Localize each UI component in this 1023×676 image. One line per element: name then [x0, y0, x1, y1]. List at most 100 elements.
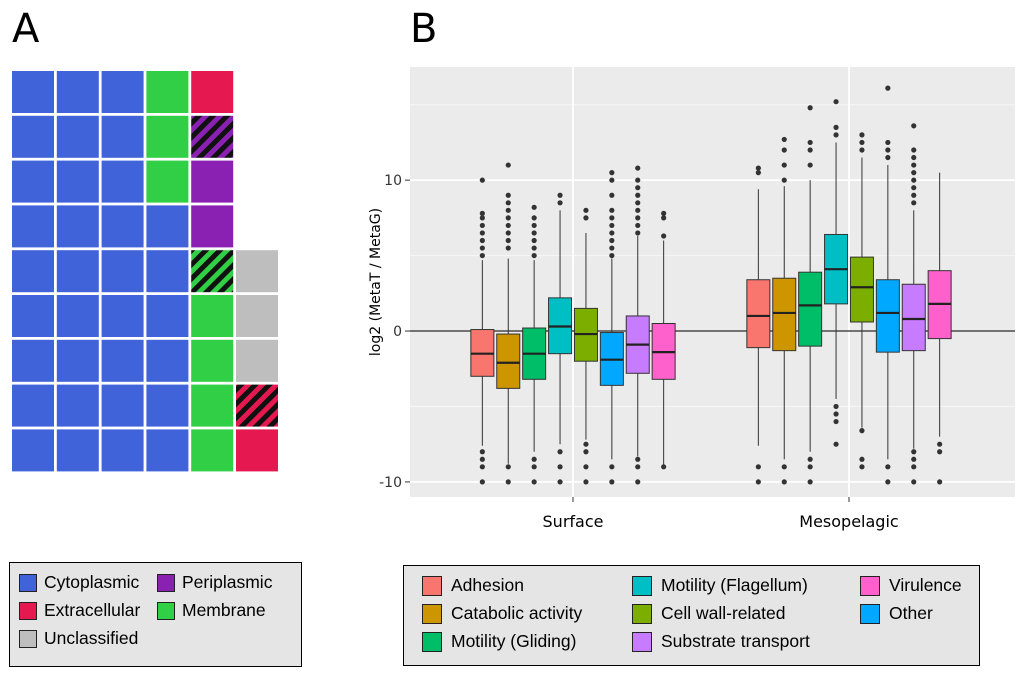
legend-item-substrate_transport: Substrate transport	[632, 631, 810, 652]
outlier-point	[479, 237, 485, 244]
outlier-point	[479, 456, 485, 462]
outlier-point	[911, 154, 917, 161]
x-tick-label: Surface	[543, 512, 604, 531]
outlier-point	[531, 464, 537, 470]
outlier-point	[609, 464, 615, 470]
waffle-cell-cytoplasmic	[12, 384, 54, 427]
outlier-point	[635, 192, 641, 198]
legend-swatch	[632, 631, 652, 652]
outlier-point	[479, 449, 485, 455]
legend-swatch	[19, 573, 37, 592]
outlier-point	[609, 207, 615, 213]
outlier-point	[505, 200, 511, 206]
outlier-point	[505, 245, 511, 251]
legend-swatch	[19, 629, 37, 648]
waffle-cell-cytoplasmic	[56, 250, 99, 293]
outlier-point	[807, 456, 813, 462]
legend-swatch	[860, 575, 880, 596]
waffle-cell-cytoplasmic	[146, 339, 189, 382]
outlier-point	[635, 456, 641, 462]
outlier-point	[859, 132, 865, 138]
outlier-point	[807, 139, 813, 146]
outlier-point	[505, 162, 511, 168]
waffle-cell-cytoplasmic	[56, 205, 99, 248]
outlier-point	[885, 85, 891, 91]
legend-item-other: Other	[860, 603, 933, 624]
outlier-point	[937, 479, 943, 485]
legend-label: Other	[889, 603, 933, 623]
legend-function: Adhesion Catabolic activity Motility (Glid…	[403, 565, 980, 666]
legend-label: Substrate transport	[661, 631, 810, 651]
outlier-point	[807, 479, 813, 485]
outlier-point	[505, 479, 511, 485]
outlier-point	[781, 177, 787, 183]
outlier-point	[531, 230, 537, 236]
waffle-cell-cytoplasmic	[101, 115, 144, 158]
outlier-point	[833, 99, 839, 105]
outlier-point	[937, 441, 943, 447]
legend-label: Motility (Flagellum)	[661, 575, 808, 595]
outlier-point	[885, 479, 891, 485]
outlier-point	[635, 222, 641, 229]
waffle-cell-cytoplasmic	[101, 339, 144, 382]
outlier-point	[911, 456, 917, 462]
outlier-point	[911, 185, 917, 191]
waffle-cell-cytoplasmic	[56, 429, 99, 472]
outlier-point	[911, 147, 917, 153]
legend-swatch	[157, 601, 175, 620]
waffle-cell-extracellular-striped-cytoplasmic	[236, 384, 278, 427]
outlier-point	[885, 139, 891, 146]
outlier-point	[635, 464, 641, 470]
waffle-cell-extracellular	[191, 71, 234, 113]
outlier-point	[661, 210, 667, 216]
outlier-point	[807, 105, 813, 111]
outlier-point	[911, 192, 917, 198]
waffle-cell-cytoplasmic	[101, 205, 144, 248]
outlier-point	[505, 237, 511, 244]
legend-item-extracellular: Extracellular	[19, 600, 140, 621]
legend-label: Membrane	[182, 600, 266, 620]
box	[496, 333, 521, 389]
outlier-point	[557, 449, 563, 455]
outlier-point	[609, 170, 615, 176]
outlier-point	[781, 464, 787, 470]
legend-label: Cytoplasmic	[44, 572, 140, 592]
panel-label-b: B	[410, 6, 438, 52]
waffle-cell-cytoplasmic	[101, 384, 144, 427]
outlier-point	[557, 464, 563, 470]
waffle-cell-cytoplasmic	[56, 160, 99, 203]
legend-item-periplasmic: Periplasmic	[157, 572, 272, 593]
outlier-point	[479, 230, 485, 236]
outlier-point	[505, 230, 511, 236]
waffle-cell-cytoplasmic	[146, 250, 189, 293]
waffle-cell-cytoplasmic	[101, 250, 144, 293]
outlier-point	[479, 222, 485, 229]
legend-item-catabolic_activity: Catabolic activity	[422, 603, 582, 624]
legend-item-cytoplasmic: Cytoplasmic	[19, 572, 139, 593]
outlier-point	[557, 200, 563, 206]
box	[875, 279, 900, 353]
outlier-point	[635, 207, 641, 213]
y-axis-title: log2 (MetaT / MetaG)	[368, 208, 384, 356]
waffle-cell-cytoplasmic	[12, 250, 54, 293]
outlier-point	[583, 441, 589, 447]
box	[798, 271, 823, 347]
waffle-cell-cytoplasmic	[56, 339, 99, 382]
box	[772, 277, 797, 352]
outlier-point	[531, 204, 537, 210]
outlier-point	[833, 403, 839, 410]
outlier-point	[505, 215, 511, 221]
outlier-point	[479, 464, 485, 470]
outlier-point	[583, 215, 589, 221]
outlier-point	[755, 464, 761, 470]
legend-label: Motility (Gliding)	[451, 631, 577, 651]
outlier-point	[531, 252, 537, 259]
outlier-point	[833, 132, 839, 138]
legend-label: Periplasmic	[182, 572, 273, 592]
outlier-point	[781, 136, 787, 143]
outlier-point	[755, 165, 761, 171]
waffle-cell-membrane	[146, 115, 189, 158]
outlier-point	[531, 456, 537, 462]
waffle-cell-periplasmic	[191, 205, 234, 248]
waffle-cell-cytoplasmic	[146, 205, 189, 248]
